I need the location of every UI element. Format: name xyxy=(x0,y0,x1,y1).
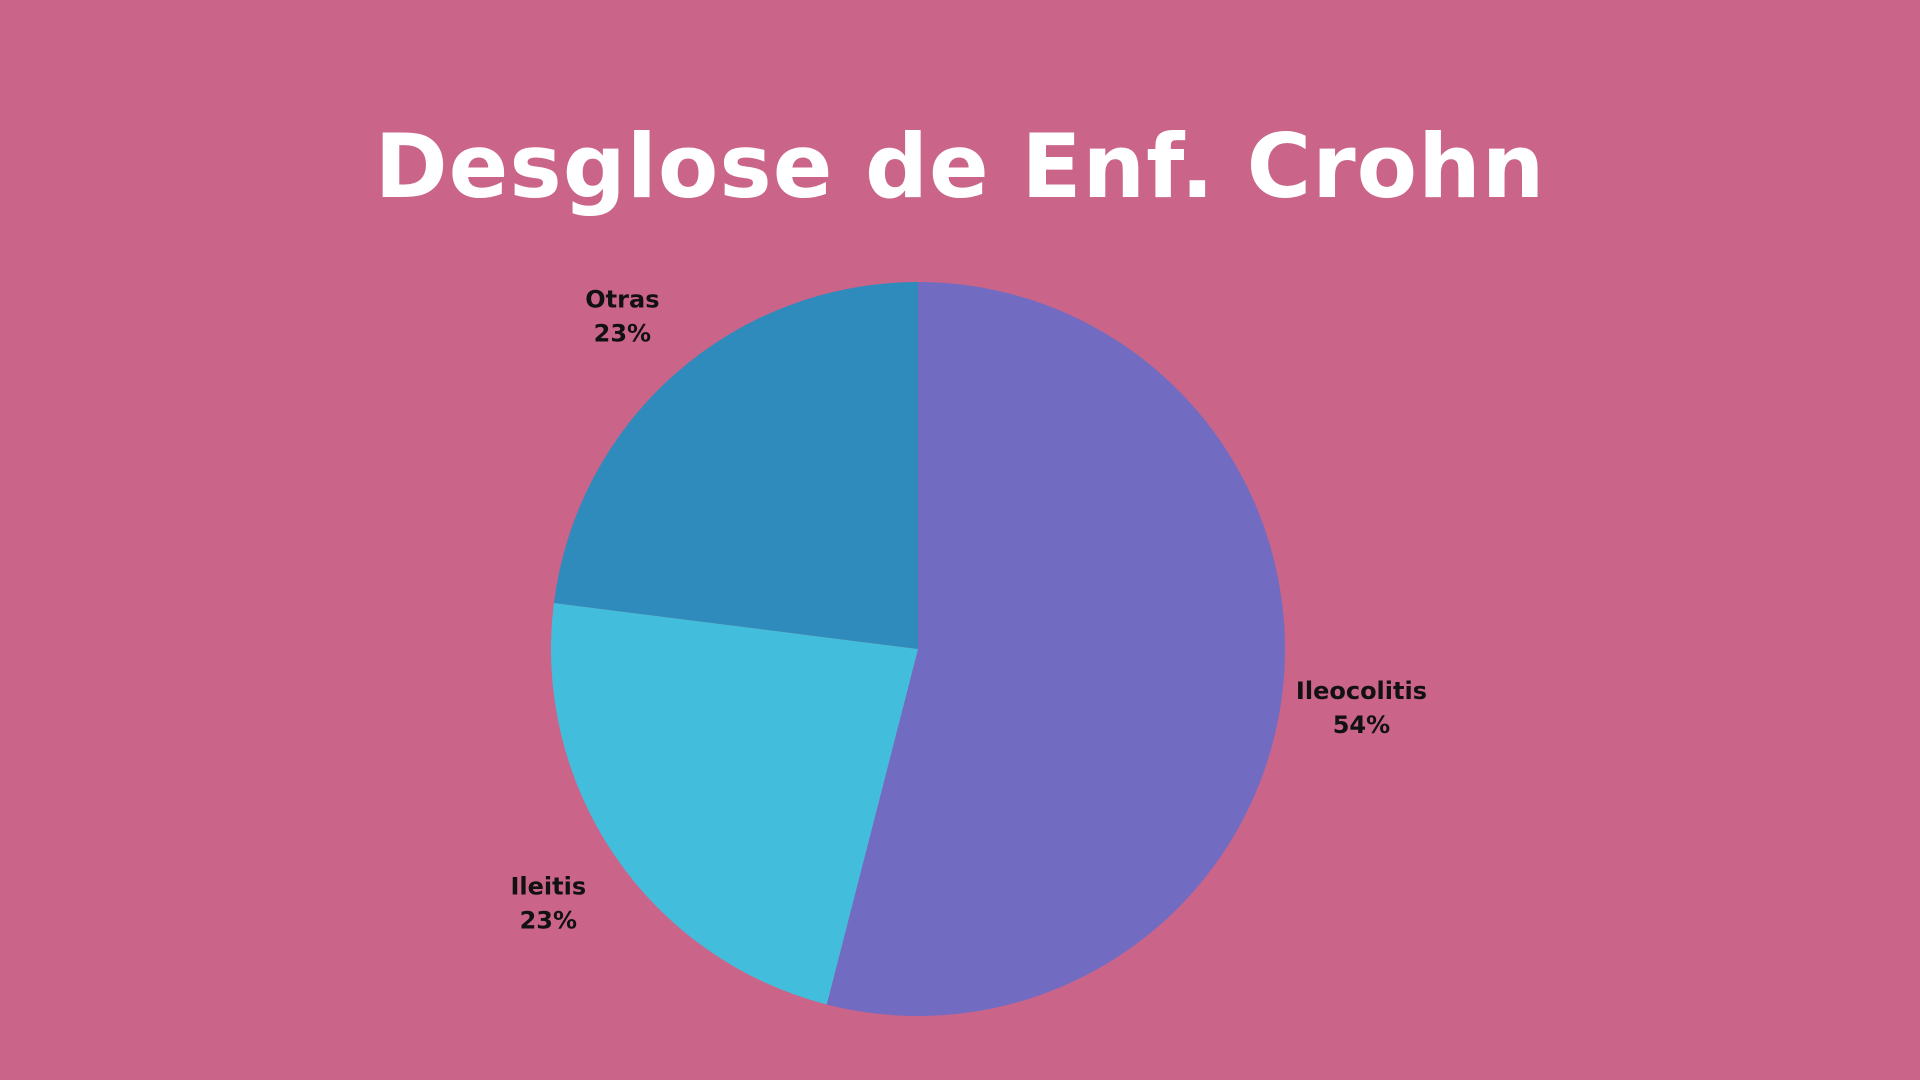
pie-slice-ileitis xyxy=(551,603,918,1005)
slice-label-value: 23% xyxy=(594,320,651,348)
slice-label-ileocolitis: Ileocolitis 54% xyxy=(1296,677,1427,739)
chart-title: Desglose de Enf. Crohn xyxy=(374,115,1546,218)
slice-label-value: 23% xyxy=(520,906,577,934)
pie-slice-otras xyxy=(553,281,918,649)
slice-label-otras: Otras 23% xyxy=(585,286,659,348)
slice-label-name: Ileitis xyxy=(510,872,586,900)
slice-label-ileitis: Ileitis 23% xyxy=(510,872,586,934)
pie-slice-ileocolitis xyxy=(826,282,1286,1016)
slice-label-name: Otras xyxy=(585,286,659,314)
slice-label-name: Ileocolitis xyxy=(1296,677,1427,705)
slice-label-value: 54% xyxy=(1333,711,1390,739)
